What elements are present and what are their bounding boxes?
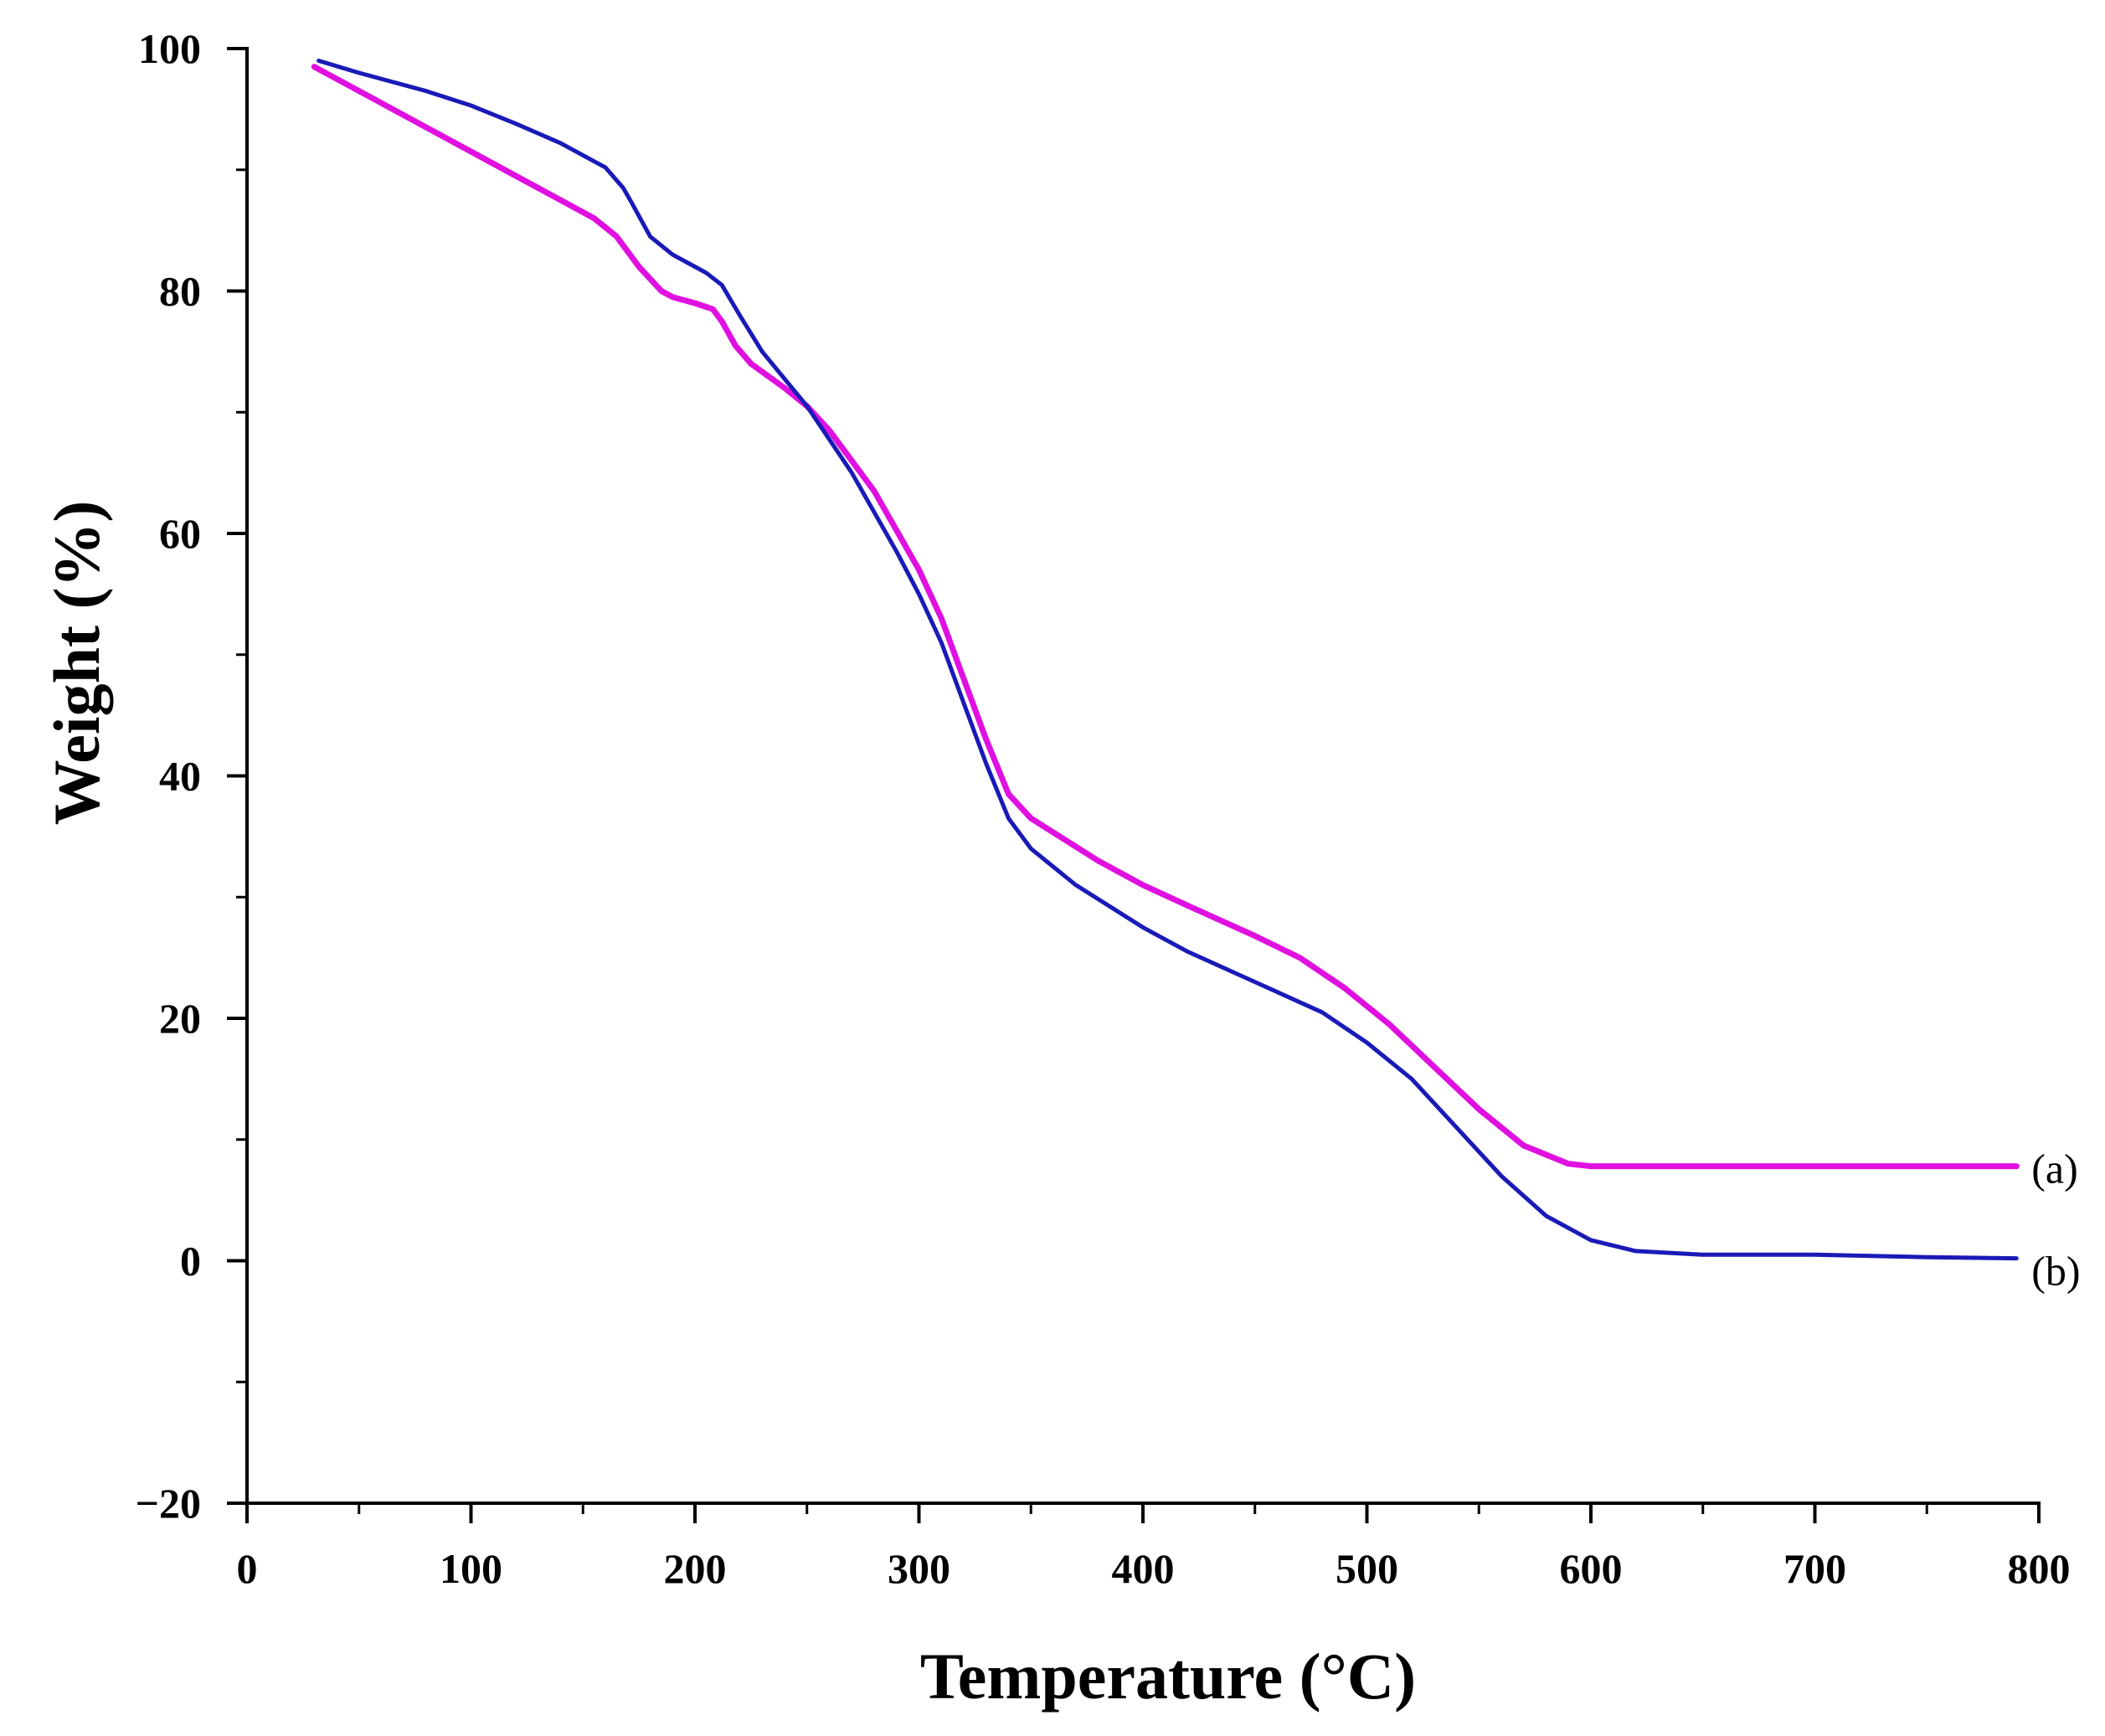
labels-group: 0 100 200 300 400 500 600 700 800 −20 0 20 40 60 80 100… (40, 25, 2081, 1713)
y-tick-label: 80 (159, 268, 201, 315)
series-line-b (317, 59, 2019, 1261)
x-tick-label: 100 (440, 1545, 502, 1592)
series-label-b: (b) (2031, 1248, 2080, 1295)
x-tick-label: 300 (888, 1545, 950, 1592)
y-tick-label: 40 (159, 753, 201, 800)
y-tick-label: −20 (136, 1480, 202, 1527)
y-axis-title: Weight (%) (40, 501, 113, 826)
x-tick-label: 700 (1783, 1545, 1846, 1592)
axes (227, 47, 2041, 1523)
x-tick-label: 200 (664, 1545, 727, 1592)
y-tick-label: 0 (180, 1238, 201, 1285)
x-tick-label: 400 (1112, 1545, 1175, 1592)
x-tick-label: 800 (2008, 1545, 2071, 1592)
series-line-a (311, 64, 2020, 1170)
y-tick-label: 100 (138, 25, 201, 72)
series-group (311, 59, 2020, 1261)
x-tick-label: 0 (237, 1545, 258, 1592)
series-label-a: (a) (2031, 1146, 2078, 1193)
x-tick-label: 600 (1560, 1545, 1623, 1592)
y-tick-label: 20 (159, 995, 201, 1042)
y-tick-label: 60 (159, 510, 201, 557)
x-axis-title: Temperature (°C) (920, 1640, 1416, 1713)
x-tick-label: 500 (1336, 1545, 1398, 1592)
